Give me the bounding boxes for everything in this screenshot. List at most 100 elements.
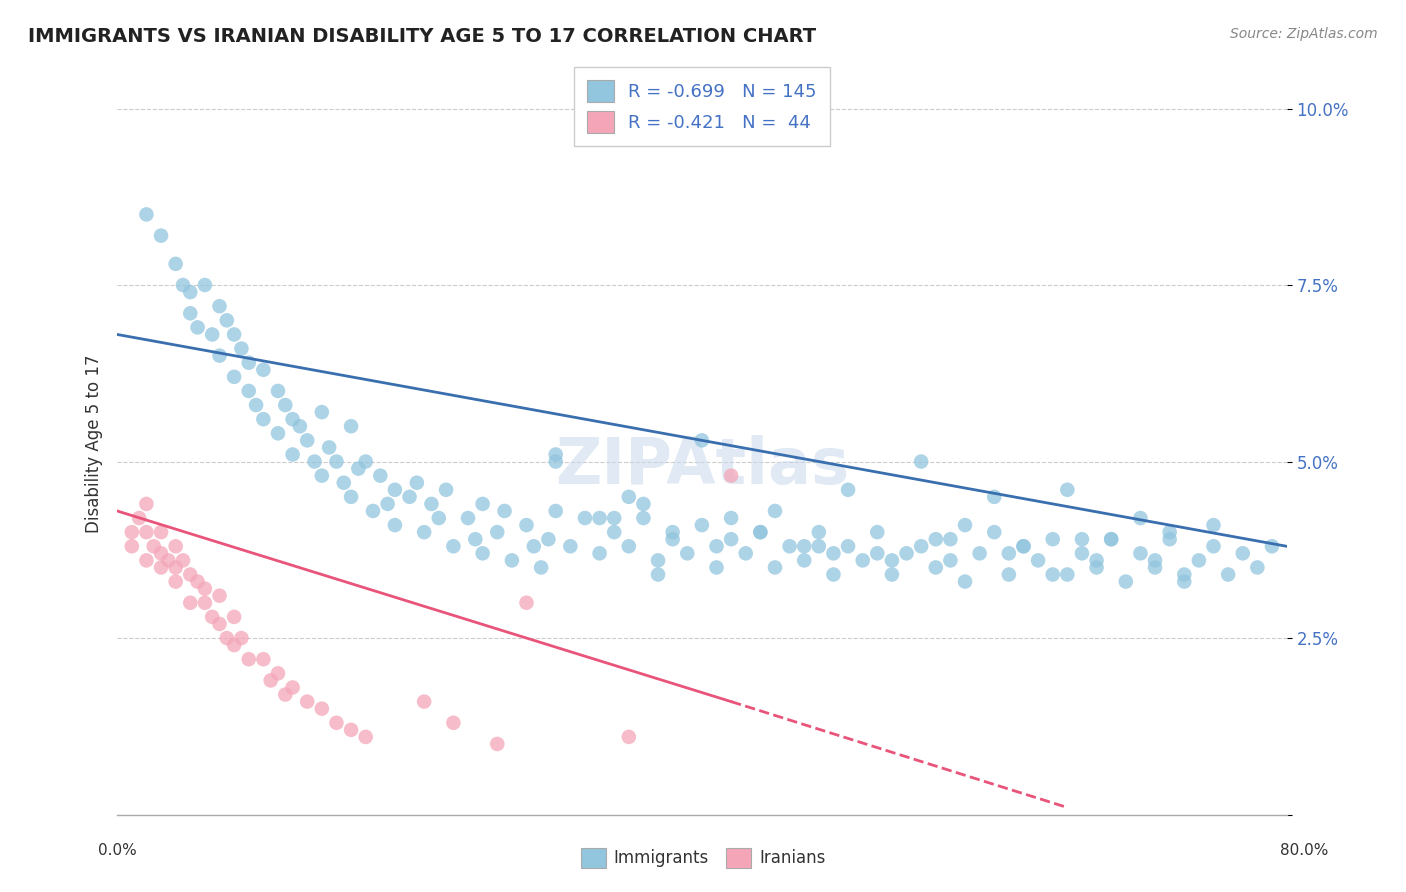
Point	[201, 610, 224, 624]
Point	[179, 285, 201, 299]
Point	[983, 490, 1005, 504]
Point	[690, 518, 713, 533]
Point	[617, 730, 640, 744]
Point	[1099, 532, 1122, 546]
Point	[866, 525, 889, 540]
Point	[1042, 532, 1064, 546]
Point	[530, 560, 553, 574]
Point	[925, 560, 948, 574]
Point	[471, 546, 494, 560]
Point	[471, 497, 494, 511]
Point	[1202, 539, 1225, 553]
Point	[1115, 574, 1137, 589]
Point	[194, 582, 217, 596]
Point	[544, 454, 567, 468]
Point	[1159, 532, 1181, 546]
Point	[603, 511, 626, 525]
Point	[1232, 546, 1254, 560]
Point	[1085, 553, 1108, 567]
Point	[880, 567, 903, 582]
Point	[150, 560, 173, 574]
Point	[998, 546, 1021, 560]
Point	[231, 342, 253, 356]
Point	[165, 560, 187, 574]
Point	[1144, 553, 1167, 567]
Point	[179, 567, 201, 582]
Point	[1071, 546, 1094, 560]
Point	[215, 631, 238, 645]
Point	[267, 666, 290, 681]
Legend: Immigrants, Iranians: Immigrants, Iranians	[574, 841, 832, 875]
Point	[187, 574, 209, 589]
Point	[763, 560, 786, 574]
Point	[486, 525, 509, 540]
Point	[238, 652, 260, 666]
Legend: R = -0.699   N = 145, R = -0.421   N =  44: R = -0.699 N = 145, R = -0.421 N = 44	[574, 68, 830, 145]
Point	[501, 553, 523, 567]
Point	[128, 511, 150, 525]
Point	[157, 553, 180, 567]
Point	[866, 546, 889, 560]
Point	[807, 525, 830, 540]
Point	[706, 560, 728, 574]
Point	[398, 490, 420, 504]
Point	[354, 454, 377, 468]
Point	[1173, 574, 1195, 589]
Point	[720, 532, 742, 546]
Point	[325, 715, 347, 730]
Point	[1071, 532, 1094, 546]
Point	[1173, 567, 1195, 582]
Point	[274, 688, 297, 702]
Point	[661, 525, 683, 540]
Point	[486, 737, 509, 751]
Point	[706, 539, 728, 553]
Point	[617, 539, 640, 553]
Point	[361, 504, 384, 518]
Point	[823, 546, 845, 560]
Point	[135, 497, 157, 511]
Point	[224, 610, 246, 624]
Point	[281, 681, 304, 695]
Point	[910, 454, 932, 468]
Point	[633, 497, 655, 511]
Point	[1261, 539, 1284, 553]
Point	[340, 490, 363, 504]
Text: IMMIGRANTS VS IRANIAN DISABILITY AGE 5 TO 17 CORRELATION CHART: IMMIGRANTS VS IRANIAN DISABILITY AGE 5 T…	[28, 27, 817, 45]
Point	[1246, 560, 1268, 574]
Point	[413, 525, 436, 540]
Point	[515, 596, 537, 610]
Point	[318, 441, 340, 455]
Point	[267, 384, 290, 398]
Point	[588, 546, 610, 560]
Point	[823, 567, 845, 582]
Point	[441, 539, 464, 553]
Point	[749, 525, 772, 540]
Point	[588, 511, 610, 525]
Point	[281, 412, 304, 426]
Point	[347, 461, 370, 475]
Point	[1216, 567, 1239, 582]
Point	[537, 532, 560, 546]
Point	[574, 511, 596, 525]
Point	[749, 525, 772, 540]
Y-axis label: Disability Age 5 to 17: Disability Age 5 to 17	[86, 355, 103, 533]
Point	[245, 398, 267, 412]
Point	[281, 448, 304, 462]
Point	[172, 278, 194, 293]
Point	[288, 419, 311, 434]
Point	[434, 483, 457, 497]
Point	[311, 468, 333, 483]
Point	[208, 589, 231, 603]
Point	[172, 553, 194, 567]
Point	[377, 497, 399, 511]
Point	[194, 278, 217, 293]
Point	[1012, 539, 1035, 553]
Point	[998, 567, 1021, 582]
Point	[121, 539, 143, 553]
Point	[1056, 567, 1078, 582]
Point	[311, 701, 333, 715]
Point	[427, 511, 450, 525]
Point	[179, 306, 201, 320]
Point	[208, 616, 231, 631]
Point	[238, 356, 260, 370]
